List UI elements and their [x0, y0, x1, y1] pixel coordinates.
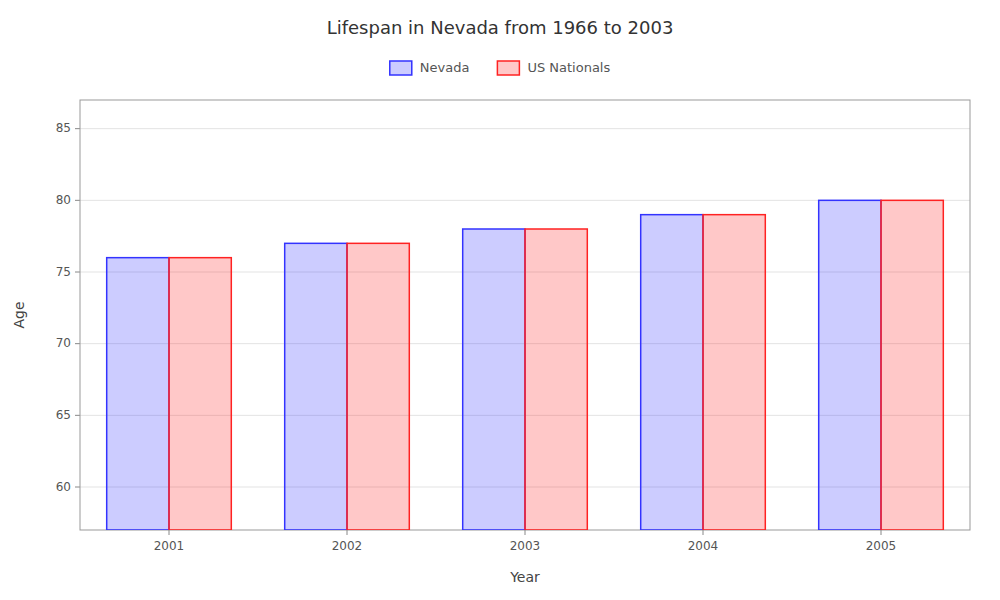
background — [0, 0, 1000, 600]
y-tick-label: 75 — [56, 265, 71, 279]
y-tick — [75, 487, 80, 488]
y-tick — [75, 343, 80, 344]
x-tick — [169, 530, 170, 535]
x-tick — [347, 530, 348, 535]
legend-swatch — [497, 61, 519, 75]
bar — [347, 243, 409, 530]
x-tick — [881, 530, 882, 535]
legend-label: US Nationals — [527, 60, 610, 75]
bar — [107, 258, 169, 530]
y-tick — [75, 200, 80, 201]
legend-item: US Nationals — [497, 60, 610, 76]
x-tick — [525, 530, 526, 535]
x-tick-label: 2002 — [332, 539, 363, 553]
y-tick — [75, 415, 80, 416]
y-tick-label: 80 — [56, 193, 71, 207]
bar — [169, 258, 231, 530]
y-tick — [75, 272, 80, 273]
x-tick-label: 2005 — [866, 539, 897, 553]
y-tick-label: 60 — [56, 480, 71, 494]
bars — [107, 200, 944, 530]
bar — [525, 229, 587, 530]
chart-container: 60 65 70 75 80 85 2001 2002 2003 2004 2005 Year Age L… — [0, 0, 1000, 600]
x-tick-label: 2003 — [510, 539, 541, 553]
legend-swatch — [390, 61, 412, 75]
bar — [881, 200, 943, 530]
legend-label: Nevada — [420, 60, 470, 75]
y-tick-label: 70 — [56, 336, 71, 350]
legend: Nevada US Nationals — [390, 60, 611, 76]
bar — [703, 215, 765, 530]
bar — [463, 229, 525, 530]
x-axis-label: Year — [509, 569, 540, 585]
title: Lifespan in Nevada from 1966 to 2003 — [327, 17, 674, 38]
y-tick — [75, 128, 80, 129]
plot-frame — [80, 100, 970, 530]
x-tick — [703, 530, 704, 535]
y-tick-label: 65 — [56, 408, 71, 422]
y-axis-label: Age — [11, 301, 27, 328]
bar — [819, 200, 881, 530]
bar — [285, 243, 347, 530]
legend-item: Nevada — [390, 60, 470, 76]
bar — [641, 215, 703, 530]
grid-line — [80, 128, 970, 129]
chart: 60 65 70 75 80 85 2001 2002 2003 2004 2005 Year Age L… — [0, 0, 1000, 600]
y-tick-label: 85 — [56, 121, 71, 135]
x-tick-label: 2001 — [154, 539, 185, 553]
x-tick-label: 2004 — [688, 539, 719, 553]
